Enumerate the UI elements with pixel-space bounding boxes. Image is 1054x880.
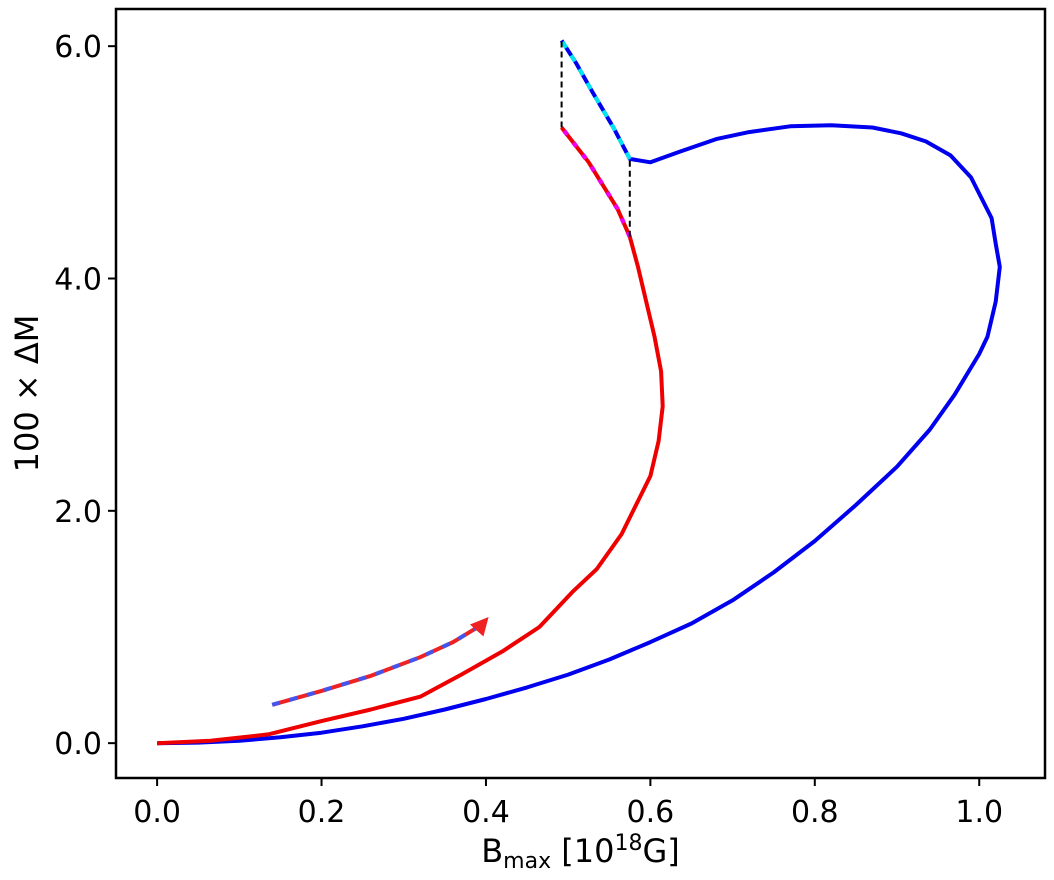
- plot-frame: [114, 7, 1047, 780]
- arrow-head: [469, 617, 489, 637]
- x-tick-label-3: 0.6: [627, 795, 675, 830]
- y-tick-label-1: 2.0: [54, 495, 102, 530]
- data-layer: [157, 39, 1002, 746]
- arrow-shaft-dashes: [271, 622, 483, 707]
- x-axis-label-post: G]: [642, 832, 679, 870]
- x-tick-label-5: 1.0: [955, 795, 1003, 830]
- y-tick-label-0: 0.0: [54, 727, 102, 762]
- x-tick-label-0: 0.0: [133, 795, 181, 830]
- y-tick-label-2: 4.0: [54, 262, 102, 297]
- series-line-3: [157, 126, 665, 746]
- x-tick-label-4: 0.8: [791, 795, 839, 830]
- x-axis-label-sup: 18: [614, 831, 642, 856]
- ticks-layer: 0.0 0.2 0.4 0.6 0.8 1.0 0.0 2.0 4.0 6.0: [54, 30, 1003, 830]
- y-axis-label: 100 × ΔM: [8, 315, 46, 473]
- x-axis-label-main: B: [481, 832, 503, 870]
- x-axis-label-pre: [10: [551, 832, 614, 870]
- series-line-1: [157, 39, 1002, 746]
- x-tick-label-2: 0.4: [462, 795, 510, 830]
- y-tick-label-3: 6.0: [54, 30, 102, 65]
- x-tick-label-1: 0.2: [298, 795, 346, 830]
- series-line-2: [559, 39, 632, 160]
- series-line-4: [559, 126, 632, 238]
- x-axis-label-sub: max: [503, 849, 551, 874]
- x-axis-label: Bmax [1018G]: [481, 831, 680, 874]
- arrow-shaft: [271, 622, 483, 707]
